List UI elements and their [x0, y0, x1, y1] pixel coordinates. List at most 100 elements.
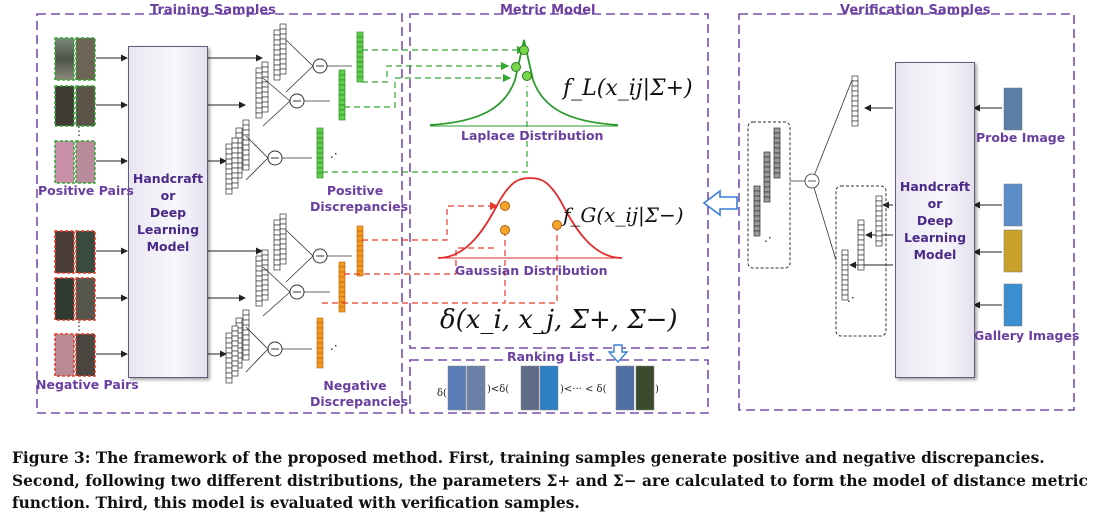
negative-cell: [338, 291, 346, 298]
feature-cell: [273, 234, 281, 241]
difference-cell: [763, 171, 771, 178]
feature-cell: [851, 85, 859, 92]
feature-cell: [261, 254, 269, 261]
feature-cell: [261, 279, 269, 286]
difference-cell: [773, 152, 781, 159]
negative-cell: [316, 337, 324, 344]
feature-cell: [255, 67, 263, 74]
to-metric-arrow: [702, 189, 738, 217]
feature-cell: [261, 91, 269, 98]
feature-cell: [273, 259, 281, 266]
feature-cell: [242, 134, 250, 141]
feature-cell: [841, 264, 849, 271]
positive-cell: [316, 152, 324, 159]
feature-cell: [875, 220, 883, 227]
feature-cell: [242, 124, 250, 131]
difference-cell: [763, 186, 771, 193]
difference-cell: [773, 157, 781, 164]
difference-cell: [753, 225, 761, 232]
feature-cell: [851, 100, 859, 107]
metric-frame: [409, 13, 709, 349]
feature-cell: [279, 58, 287, 65]
training-frame: [36, 13, 403, 414]
positive-cell: [356, 36, 364, 43]
feature-cell: [255, 285, 263, 292]
feature-cell: [225, 372, 233, 379]
feature-cell: [242, 339, 250, 346]
feature-cell: [857, 239, 865, 246]
feature-cell: [875, 230, 883, 237]
negative-cell: [356, 265, 364, 272]
feature-cell: [261, 106, 269, 113]
feature-cell: [242, 329, 250, 336]
feature-cell: [851, 95, 859, 102]
feature-cell: [857, 254, 865, 261]
positive-cell: [316, 162, 324, 169]
feature-cell: [875, 240, 883, 247]
negative-pair-images: ⋮: [54, 230, 96, 377]
positive-cell: [356, 66, 364, 73]
difference-cell: [753, 230, 761, 237]
feature-cell: [231, 147, 239, 154]
difference-cell: [773, 137, 781, 144]
feature-cell: [225, 163, 233, 170]
svg-text:.·: .·: [330, 147, 338, 161]
negative-cell: [338, 306, 346, 313]
feature-cell: [242, 149, 250, 156]
feature-cell: [255, 107, 263, 114]
feature-cell: [851, 120, 859, 127]
difference-vectors-verification: [753, 127, 781, 237]
feature-cell: [875, 205, 883, 212]
laplace-curve: [429, 39, 619, 127]
feature-cell: [841, 269, 849, 276]
feature-cell: [231, 370, 239, 377]
feature-cell: [261, 274, 269, 281]
difference-cell: [763, 156, 771, 163]
feature-cell: [279, 223, 287, 230]
feature-cell: [242, 349, 250, 356]
negative-cell: [338, 276, 346, 283]
feature-cell: [255, 265, 263, 272]
feature-cell: [225, 367, 233, 374]
feature-cell: [273, 59, 281, 66]
feature-cell: [231, 325, 239, 332]
negative-cell: [316, 342, 324, 349]
feature-cell: [261, 259, 269, 266]
feature-cell: [231, 137, 239, 144]
negative-cell: [338, 266, 346, 273]
difference-cell: [753, 185, 761, 192]
positive-cell: [356, 56, 364, 63]
positive-cell: [356, 61, 364, 68]
positive-cell: [356, 76, 364, 83]
feature-cell: [231, 182, 239, 189]
feature-cell: [235, 127, 243, 134]
negative-cell: [356, 240, 364, 247]
feature-cell: [875, 215, 883, 222]
training-model-label: Handcraft or Deep Learning Model: [132, 170, 204, 254]
feature-cell: [851, 80, 859, 87]
feature-cell: [279, 233, 287, 240]
feature-cell: [255, 275, 263, 282]
feature-cell: [225, 377, 233, 384]
negative-cell: [338, 281, 346, 288]
laplace-formula: f_L(x_ij|Σ+): [563, 76, 693, 101]
feature-cell: [242, 344, 250, 351]
feature-cell: [225, 178, 233, 185]
feature-cell: [242, 354, 250, 361]
feature-cell: [273, 39, 281, 46]
feature-cell: [279, 253, 287, 260]
feature-cell: [857, 244, 865, 251]
metric-title: Metric Model: [500, 3, 596, 18]
svg-text:δ(: δ(: [437, 388, 447, 399]
figure-caption: Figure 3: The framework of the proposed …: [12, 447, 1092, 515]
difference-cell: [763, 176, 771, 183]
difference-cell: [763, 166, 771, 173]
caption-text: Figure 3: The framework of the proposed …: [12, 449, 1088, 512]
feature-cell: [279, 213, 287, 220]
feature-cell: [225, 143, 233, 150]
positive-cell: [316, 137, 324, 144]
positive-cell: [356, 31, 364, 38]
ranking-images: δ( )<δ( )<··· < δ( ): [437, 365, 659, 411]
difference-cell: [773, 142, 781, 149]
